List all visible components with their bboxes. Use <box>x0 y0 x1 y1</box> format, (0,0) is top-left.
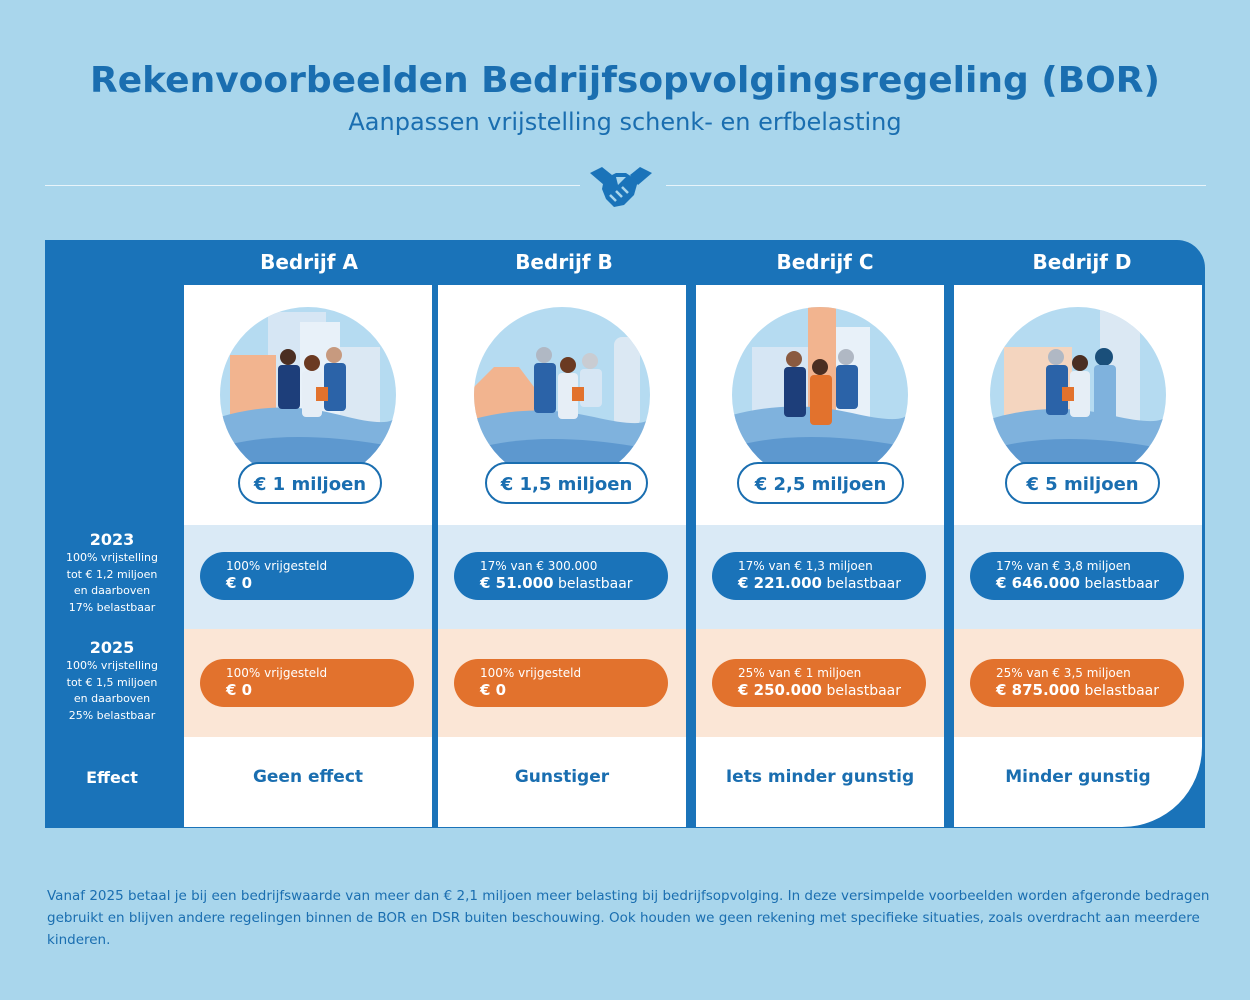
tax-2025-pill: 25% van € 3,5 miljoen € 875.000 belastba… <box>970 659 1184 707</box>
tax-2025-suffix: belastbaar <box>826 683 901 699</box>
effect-text: Gunstiger <box>438 767 686 787</box>
tax-2025-amount: € 875.000 <box>996 681 1080 699</box>
row-label-2023: 2023 100% vrijstelling tot € 1,2 miljoen… <box>48 530 176 616</box>
rule-2023-line: 100% vrijstelling <box>48 550 176 567</box>
tax-2023-amount: € 646.000 <box>996 574 1080 592</box>
company-value-badge: € 2,5 miljoen <box>737 462 904 504</box>
page-subtitle: Aanpassen vrijstelling schenk- en erfbel… <box>0 108 1250 136</box>
year-2023: 2023 <box>48 530 176 550</box>
header-bedrijf-d: Bedrijf D <box>962 250 1202 274</box>
divider-right <box>666 185 1206 186</box>
rule-2023-line: en daarboven <box>48 583 176 600</box>
divider-left <box>45 185 580 186</box>
company-value-badge: € 1,5 miljoen <box>485 462 648 504</box>
column-bedrijf-a: € 1 miljoen 100% vrijgesteld € 0 100% vr… <box>184 285 432 827</box>
header-bedrijf-b: Bedrijf B <box>444 250 684 274</box>
tax-2023-calculation: 17% van € 1,3 miljoen <box>738 559 926 574</box>
rule-2025-line: en daarboven <box>48 691 176 708</box>
tax-2025-calculation: 100% vrijgesteld <box>480 666 668 681</box>
business-people-illustration <box>220 307 396 483</box>
company-value-badge: € 5 miljoen <box>1005 462 1160 504</box>
company-value-badge: € 1 miljoen <box>238 462 382 504</box>
column-bedrijf-b: € 1,5 miljoen 17% van € 300.000 € 51.000… <box>438 285 686 827</box>
rule-2023-line: tot € 1,2 miljoen <box>48 567 176 584</box>
effect-text: Iets minder gunstig <box>696 767 944 787</box>
entrepreneurs-illustration <box>990 307 1166 483</box>
tax-2023-pill: 17% van € 300.000 € 51.000 belastbaar <box>454 552 668 600</box>
family-illustration <box>474 307 650 483</box>
tax-2023-pill: 17% van € 3,8 miljoen € 646.000 belastba… <box>970 552 1184 600</box>
column-bedrijf-d: € 5 miljoen 17% van € 3,8 miljoen € 646.… <box>954 285 1202 827</box>
column-bedrijf-c: € 2,5 miljoen 17% van € 1,3 miljoen € 22… <box>696 285 944 827</box>
row-label-2025: 2025 100% vrijstelling tot € 1,5 miljoen… <box>48 638 176 724</box>
tax-2025-calculation: 25% van € 3,5 miljoen <box>996 666 1184 681</box>
tax-2025-suffix: belastbaar <box>1084 683 1159 699</box>
rule-2025-line: 100% vrijstelling <box>48 658 176 675</box>
tax-2025-calculation: 100% vrijgesteld <box>226 666 414 681</box>
tax-2023-calculation: 100% vrijgesteld <box>226 559 414 574</box>
page-title: Rekenvoorbeelden Bedrijfsopvolgingsregel… <box>0 60 1250 101</box>
tax-2023-pill: 17% van € 1,3 miljoen € 221.000 belastba… <box>712 552 926 600</box>
tax-2023-suffix: belastbaar <box>826 576 901 592</box>
effect-text: Geen effect <box>184 767 432 787</box>
tax-2023-amount: € 0 <box>226 574 252 592</box>
row-label-effect: Effect <box>48 768 176 787</box>
tax-2023-amount: € 51.000 <box>480 574 554 592</box>
tax-2025-calculation: 25% van € 1 miljoen <box>738 666 926 681</box>
footnote: Vanaf 2025 betaal je bij een bedrijfswaa… <box>47 885 1217 951</box>
tax-2023-suffix: belastbaar <box>558 576 633 592</box>
effect-text: Minder gunstig <box>954 767 1202 787</box>
tax-2025-pill: 25% van € 1 miljoen € 250.000 belastbaar <box>712 659 926 707</box>
header-bedrijf-c: Bedrijf C <box>705 250 945 274</box>
tax-2023-pill: 100% vrijgesteld € 0 <box>200 552 414 600</box>
tax-2025-pill: 100% vrijgesteld € 0 <box>200 659 414 707</box>
rule-2025-line: tot € 1,5 miljoen <box>48 675 176 692</box>
year-2025: 2025 <box>48 638 176 658</box>
tax-2023-amount: € 221.000 <box>738 574 822 592</box>
office-team-illustration <box>732 307 908 483</box>
header-bedrijf-a: Bedrijf A <box>189 250 429 274</box>
rule-2025-line: 25% belastbaar <box>48 708 176 725</box>
rule-2023-line: 17% belastbaar <box>48 600 176 617</box>
tax-2025-amount: € 0 <box>480 681 506 699</box>
tax-2025-amount: € 250.000 <box>738 681 822 699</box>
tax-2025-pill: 100% vrijgesteld € 0 <box>454 659 668 707</box>
tax-2023-calculation: 17% van € 3,8 miljoen <box>996 559 1184 574</box>
tax-2023-calculation: 17% van € 300.000 <box>480 559 668 574</box>
handshake-icon <box>588 165 654 211</box>
tax-2023-suffix: belastbaar <box>1084 576 1159 592</box>
tax-2025-amount: € 0 <box>226 681 252 699</box>
